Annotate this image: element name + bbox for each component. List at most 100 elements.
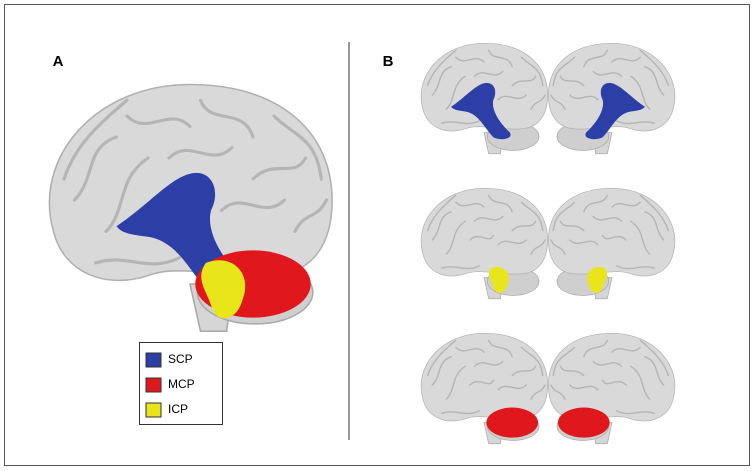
gyrus (426, 194, 457, 232)
gyrus (644, 356, 665, 386)
gyrus (198, 98, 255, 139)
gyrus (611, 201, 641, 208)
brain (420, 187, 548, 300)
gyrus (520, 56, 544, 87)
gyrus (445, 75, 466, 110)
gyrus (72, 135, 119, 202)
gyrus (469, 234, 495, 241)
gyrus (583, 194, 609, 213)
mcp-tract (486, 407, 539, 438)
gyrus (615, 265, 656, 270)
gyrus (630, 75, 651, 110)
gyrus (530, 239, 546, 255)
gyrus (431, 211, 452, 241)
legend-swatch (145, 402, 162, 418)
gyrus (469, 379, 495, 386)
brain (548, 187, 676, 300)
gyrus (426, 49, 457, 87)
gyrus (530, 94, 546, 110)
gyrus (550, 94, 566, 110)
gyrus (426, 339, 457, 377)
gyrus (611, 346, 641, 353)
gyrus (520, 201, 544, 232)
scp-tract (585, 82, 645, 140)
gyrus (615, 120, 656, 125)
gyrus (568, 94, 599, 101)
gyrus (592, 70, 623, 77)
gyrus (639, 49, 670, 87)
panel-label: B (383, 53, 394, 70)
legend-swatch (145, 352, 162, 368)
gyrus (219, 198, 287, 213)
gyrus (440, 410, 481, 415)
gyrus (644, 66, 665, 96)
gyrus (601, 234, 627, 241)
cerebrum (548, 187, 676, 277)
gyrus (559, 220, 585, 232)
gyrus (473, 70, 504, 77)
gyrus (497, 384, 528, 391)
gyrus (293, 198, 329, 234)
brain (420, 42, 548, 155)
legend-label: ICP (168, 402, 188, 416)
brain (420, 332, 548, 445)
gyrus (487, 49, 513, 68)
gyrus (167, 145, 234, 160)
gyrus (455, 346, 485, 353)
gyrus (511, 365, 537, 377)
gyrus (583, 49, 609, 68)
legend: SCP MCP ICP (139, 342, 223, 425)
gyrus (487, 194, 513, 213)
gyrus (251, 156, 308, 181)
scp-tract (451, 82, 511, 140)
gyrus (431, 356, 452, 386)
gyrus (497, 94, 528, 101)
gyrus (552, 346, 576, 377)
gyrus (440, 120, 481, 125)
gyrus (445, 365, 466, 400)
gyrus (445, 220, 466, 255)
gyrus (550, 239, 566, 255)
gyrus (592, 215, 623, 222)
gyrus (559, 365, 585, 377)
gyrus (630, 220, 651, 255)
gyrus (473, 360, 504, 367)
gyrus (431, 66, 452, 96)
legend-label: MCP (168, 377, 195, 391)
brain (548, 42, 676, 155)
cerebrum (548, 332, 676, 422)
gyrus (520, 346, 544, 377)
gyrus (272, 114, 323, 181)
gyrus (473, 215, 504, 222)
brain (48, 83, 333, 333)
gyrus (552, 56, 576, 87)
panel-label: A (53, 53, 64, 70)
gyrus (497, 239, 528, 246)
gyrus (639, 339, 670, 377)
gyrus (639, 194, 670, 232)
icp-tract (201, 260, 246, 319)
gyrus (93, 256, 182, 266)
gyrus (592, 360, 623, 367)
gyrus (530, 384, 546, 400)
gyrus (644, 211, 665, 241)
gyrus (559, 75, 585, 87)
gyrus (583, 339, 609, 358)
gyrus (455, 56, 485, 63)
cerebrum (420, 332, 548, 422)
brain-images (48, 42, 676, 445)
gyrus (611, 56, 641, 63)
gyrus (487, 339, 513, 358)
gyrus (568, 239, 599, 246)
gyrus (511, 75, 537, 87)
legend-label: SCP (168, 352, 193, 366)
gyrus (104, 156, 150, 234)
gyrus (568, 384, 599, 391)
icp-tract (587, 266, 607, 293)
gyrus (440, 265, 481, 270)
gyrus (125, 114, 192, 129)
icp-tract (489, 266, 509, 293)
legend-swatch (145, 377, 162, 393)
cerebrum (420, 187, 548, 277)
